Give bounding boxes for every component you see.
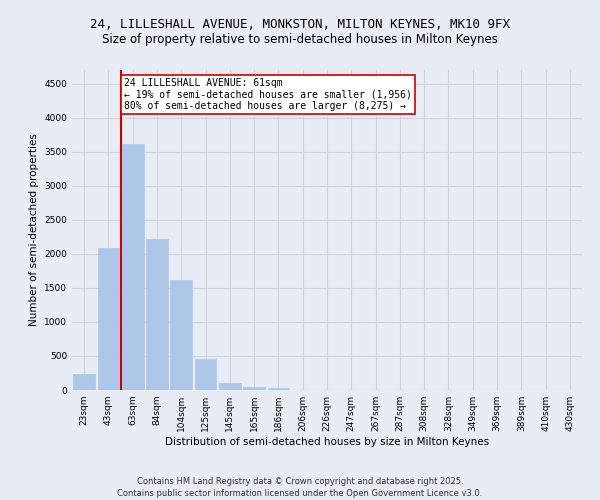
Text: 24 LILLESHALL AVENUE: 61sqm
← 19% of semi-detached houses are smaller (1,956)
80: 24 LILLESHALL AVENUE: 61sqm ← 19% of sem… xyxy=(124,78,412,112)
Bar xyxy=(146,239,168,390)
Text: Size of property relative to semi-detached houses in Milton Keynes: Size of property relative to semi-detach… xyxy=(102,32,498,46)
Text: 24, LILLESHALL AVENUE, MONKSTON, MILTON KEYNES, MK10 9FX: 24, LILLESHALL AVENUE, MONKSTON, MILTON … xyxy=(90,18,510,30)
Bar xyxy=(194,358,217,390)
Bar xyxy=(219,383,241,390)
Bar xyxy=(73,374,95,390)
Bar xyxy=(170,280,192,390)
Y-axis label: Number of semi-detached properties: Number of semi-detached properties xyxy=(29,134,38,326)
X-axis label: Distribution of semi-detached houses by size in Milton Keynes: Distribution of semi-detached houses by … xyxy=(165,437,489,447)
Bar xyxy=(243,388,265,390)
Text: Contains HM Land Registry data © Crown copyright and database right 2025.
Contai: Contains HM Land Registry data © Crown c… xyxy=(118,476,482,498)
Bar xyxy=(122,144,143,390)
Bar xyxy=(268,388,289,390)
Bar xyxy=(97,248,119,390)
